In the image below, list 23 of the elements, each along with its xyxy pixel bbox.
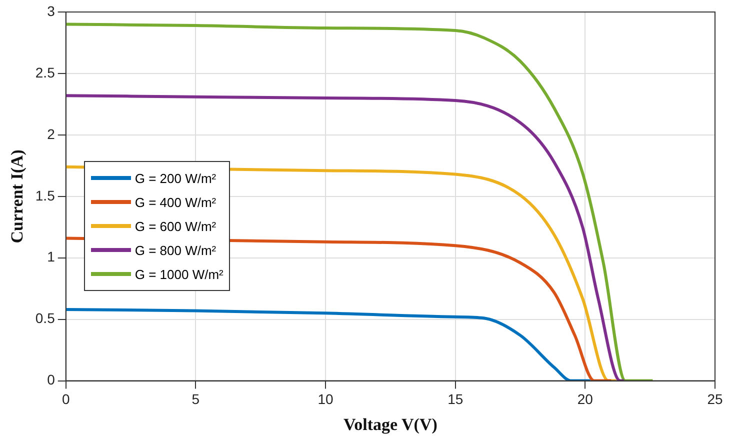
- legend-label: G = 1000 W/m²: [134, 266, 224, 282]
- x-tick-label: 0: [62, 391, 70, 408]
- y-tick-label: 0: [47, 372, 56, 388]
- line-series: [66, 308, 592, 381]
- y-tick-label: 1: [47, 248, 56, 265]
- y-tick-label: 1.5: [35, 187, 56, 204]
- y-tick-label: 2: [47, 126, 56, 142]
- x-tick-label: 5: [192, 391, 200, 408]
- y-tick-label: 0.5: [35, 310, 56, 326]
- x-tick-label: 15: [448, 391, 464, 408]
- x-tick-label: 25: [707, 391, 723, 408]
- legend-label: G = 200 W/m²: [134, 170, 216, 186]
- legend-label: G = 400 W/m²: [134, 194, 216, 210]
- y-tick-label: 3: [47, 2, 56, 19]
- x-tick-label: 10: [318, 391, 334, 408]
- line-series: [66, 94, 626, 381]
- y-axis-title: Current I(A): [8, 150, 27, 244]
- y-tick-label: 2.5: [35, 64, 56, 80]
- x-tick-label: 20: [577, 391, 594, 408]
- x-axis-title: Voltage V(V): [343, 415, 438, 434]
- legend-label: G = 600 W/m²: [134, 218, 216, 234]
- legend-label: G = 800 W/m²: [134, 242, 216, 258]
- line-series: [66, 22, 654, 381]
